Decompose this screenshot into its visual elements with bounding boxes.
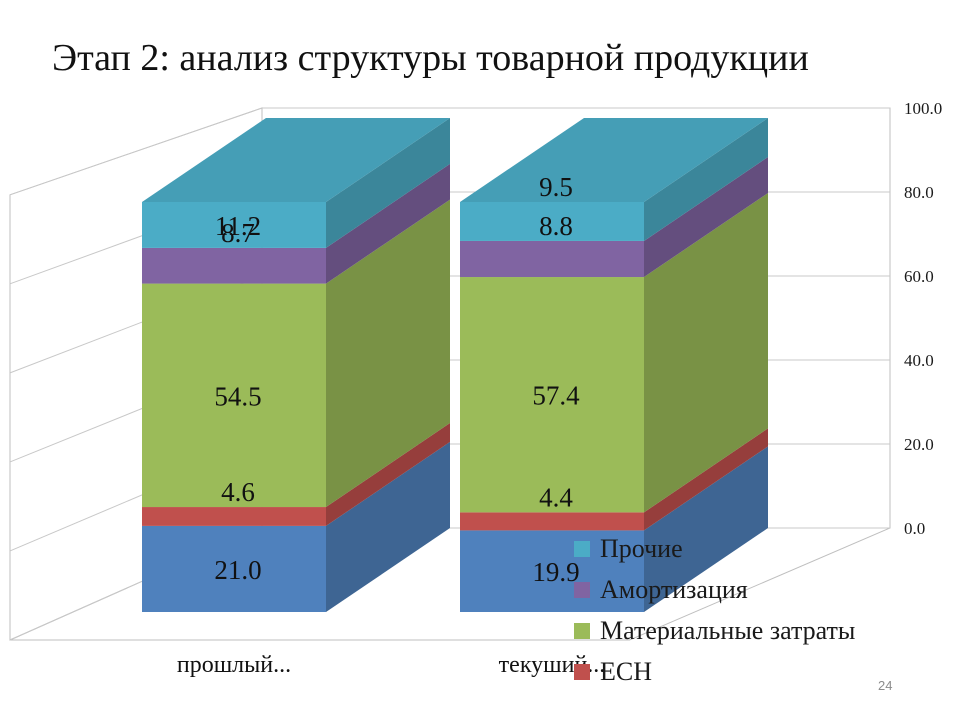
- legend-label: Прочие: [600, 533, 683, 563]
- y-tick-label: 100.0: [904, 99, 942, 118]
- bar-segment-ech: [460, 512, 644, 531]
- bar-segment-amortization: [460, 240, 644, 278]
- legend-label: Материальные затраты: [600, 615, 856, 645]
- y-tick-label: 80.0: [904, 183, 934, 202]
- bar-segment-other: [460, 202, 644, 241]
- bar-side-other: [644, 118, 768, 241]
- bar-side-materials: [326, 199, 450, 508]
- bar-side-base: [326, 441, 450, 612]
- x-axis-category-labels: прошлый... текуший...: [177, 652, 605, 678]
- data-label-other: 11.2: [215, 211, 261, 241]
- bar-side-amortization: [644, 156, 768, 278]
- bar-top-other: [142, 118, 450, 202]
- legend-label: ЕСН: [600, 656, 652, 686]
- y-tick-label: 0.0: [904, 519, 925, 538]
- legend-swatch: [574, 540, 590, 557]
- legend-item-other: Прочие: [574, 528, 954, 569]
- data-label-materials: 54.5: [214, 381, 261, 411]
- legend-item-materials: Материальные затраты: [574, 610, 954, 651]
- chart-data-labels: 21.0 4.6 54.5 8.711.2 19.9 4.4 57.4 8.8 9.5: [214, 172, 580, 587]
- legend-item-ech: ЕСН: [574, 651, 954, 692]
- data-label-base: 19.9: [532, 557, 579, 587]
- bar-side-materials: [644, 193, 768, 513]
- y-tick-label: 60.0: [904, 267, 934, 286]
- legend-swatch: [574, 663, 590, 680]
- x-category-label: прошлый...: [177, 652, 291, 678]
- data-label-ech: 4.4: [539, 482, 573, 512]
- bar-top-other: [460, 118, 768, 202]
- data-label-amortization: 8.8: [539, 211, 573, 241]
- data-label-base: 21.0: [214, 555, 261, 585]
- bar-segment-ech: [142, 507, 326, 526]
- bar-side-amortization: [326, 163, 450, 284]
- y-tick-label: 20.0: [904, 435, 934, 454]
- bar-side-other: [326, 118, 450, 248]
- y-axis-tick-labels: 0.0 20.0 40.0 60.0 80.0 100.0: [904, 99, 942, 538]
- legend-label: Амортизация: [600, 574, 748, 604]
- slide-title: Этап 2: анализ структуры товарной продук…: [52, 37, 809, 79]
- bar-segment-base: [460, 530, 644, 612]
- slide-number: 24: [878, 678, 893, 693]
- data-label-materials: 57.4: [532, 381, 580, 411]
- bar-side-base: [644, 446, 768, 612]
- bar-side-ech: [326, 423, 450, 526]
- data-label-amortization: 8.7: [221, 218, 255, 248]
- bar-segment-materials: [142, 283, 326, 508]
- bar-segment-other: [142, 202, 326, 248]
- y-tick-label: 40.0: [904, 351, 934, 370]
- gridline-side: [9, 107, 263, 196]
- data-label-ech: 4.6: [221, 477, 255, 507]
- chart-legend: Прочие Амортизация Материальные затраты ЕСН: [574, 528, 954, 692]
- legend-item-amortization: Амортизация: [574, 569, 954, 610]
- bar-segment-materials: [460, 277, 644, 513]
- bar-segment-base: [142, 525, 326, 612]
- chart-bars: [142, 118, 768, 612]
- bar-segment-amortization: [142, 247, 326, 284]
- bar-side-ech: [644, 428, 768, 531]
- legend-swatch: [574, 581, 590, 598]
- legend-swatch: [574, 622, 590, 639]
- data-label-other: 9.5: [539, 172, 573, 202]
